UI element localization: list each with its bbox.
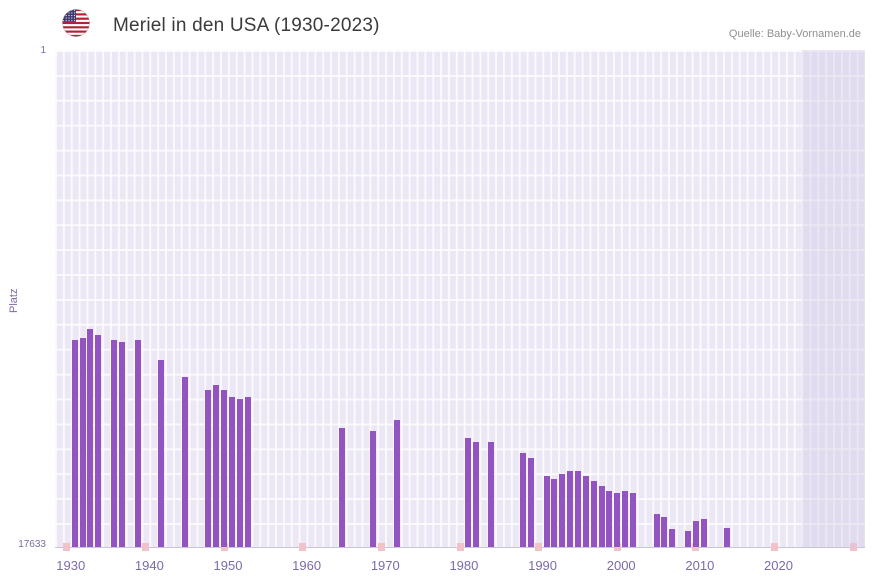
no-data-marker (692, 543, 700, 551)
rank-bar-2000[interactable] (622, 491, 629, 547)
rank-bar-2008[interactable] (685, 530, 692, 547)
no-data-marker (849, 543, 857, 551)
rank-bar-1932[interactable] (87, 329, 94, 547)
rank-bar-1988[interactable] (527, 458, 534, 547)
no-data-marker (771, 543, 779, 551)
rank-bar-1950[interactable] (228, 396, 235, 547)
y-axis-bottom-tick-label: 17633 (18, 539, 46, 550)
x-axis-tick-label: 1980 (449, 558, 479, 573)
no-data-marker (613, 543, 621, 551)
x-axis-tick-label: 1990 (528, 558, 558, 573)
x-axis-tick-label: 2020 (764, 558, 793, 573)
rank-bar-2001[interactable] (630, 493, 636, 547)
x-axis-tick-label: 1960 (292, 558, 322, 573)
no-data-marker (377, 543, 385, 551)
rank-bar-1936[interactable] (118, 341, 125, 547)
rank-bar-1951[interactable] (236, 398, 243, 547)
rank-bar-1935[interactable] (110, 340, 117, 547)
x-axis-tick-label: 1950 (213, 558, 243, 573)
rank-bar-1995[interactable] (582, 476, 589, 547)
rank-bar-1964[interactable] (339, 428, 346, 547)
rank-bar-1992[interactable] (559, 474, 566, 547)
rank-bar-2005[interactable] (661, 517, 668, 547)
rank-bar-1993[interactable] (567, 471, 574, 547)
no-data-marker (220, 543, 228, 551)
rank-bar-1996[interactable] (590, 481, 597, 547)
rank-bar-2013[interactable] (724, 527, 731, 547)
rank-bar-1981[interactable] (472, 442, 479, 547)
no-data-marker (535, 543, 543, 551)
rank-bar-1952[interactable] (244, 396, 251, 547)
rank-bar-1990[interactable] (543, 476, 550, 547)
no-data-marker (63, 543, 71, 551)
x-axis-tick-label: 2000 (606, 558, 636, 573)
rank-bar-1968[interactable] (370, 431, 377, 547)
rank-bar-1971[interactable] (394, 420, 401, 547)
rank-bar-1997[interactable] (598, 486, 605, 547)
rank-bar-2009[interactable] (692, 521, 699, 547)
rank-bar-2004[interactable] (653, 514, 660, 547)
rank-bar-1931[interactable] (79, 337, 86, 547)
x-axis-tick-label: 1930 (56, 558, 86, 573)
rank-bar-1980[interactable] (464, 438, 471, 547)
rank-bar-1983[interactable] (488, 442, 495, 547)
no-data-marker (299, 543, 307, 551)
future-years-band (802, 50, 865, 547)
source-attribution: Quelle: Baby-Vornamen.de (728, 28, 861, 40)
rank-bar-1994[interactable] (574, 471, 581, 547)
x-axis-tick-label: 1940 (134, 558, 164, 573)
x-axis-tick-label: 2010 (685, 558, 715, 573)
rank-bar-1944[interactable] (181, 376, 188, 547)
rank-bar-1991[interactable] (551, 479, 558, 547)
rank-bar-2010[interactable] (700, 519, 707, 547)
rank-bar-1987[interactable] (519, 453, 526, 547)
no-data-marker (456, 543, 464, 551)
rank-bar-1998[interactable] (606, 491, 613, 547)
rank-bar-1930[interactable] (71, 340, 78, 547)
rank-bar-1949[interactable] (221, 389, 228, 547)
page-title: Meriel in den USA (1930-2023) (113, 15, 380, 36)
rank-bar-1999[interactable] (614, 493, 621, 547)
rank-bar-1948[interactable] (213, 385, 220, 547)
rank-bar-1938[interactable] (134, 340, 141, 547)
no-data-marker (141, 543, 149, 551)
plot-area (55, 50, 865, 551)
us-flag-icon (62, 9, 90, 37)
rank-bar-1947[interactable] (205, 389, 212, 547)
y-axis-title: Platz (8, 288, 20, 313)
y-axis-top-tick-label: 1 (40, 45, 46, 56)
x-axis: 1930 1940 1950 1960 1970 1980 1990 2000 2010 2020 (55, 551, 865, 577)
rank-bar-1941[interactable] (158, 360, 165, 547)
rank-bar-1933[interactable] (95, 334, 102, 547)
x-axis-tick-label: 1970 (370, 558, 400, 573)
rank-bar-2006[interactable] (669, 529, 676, 547)
